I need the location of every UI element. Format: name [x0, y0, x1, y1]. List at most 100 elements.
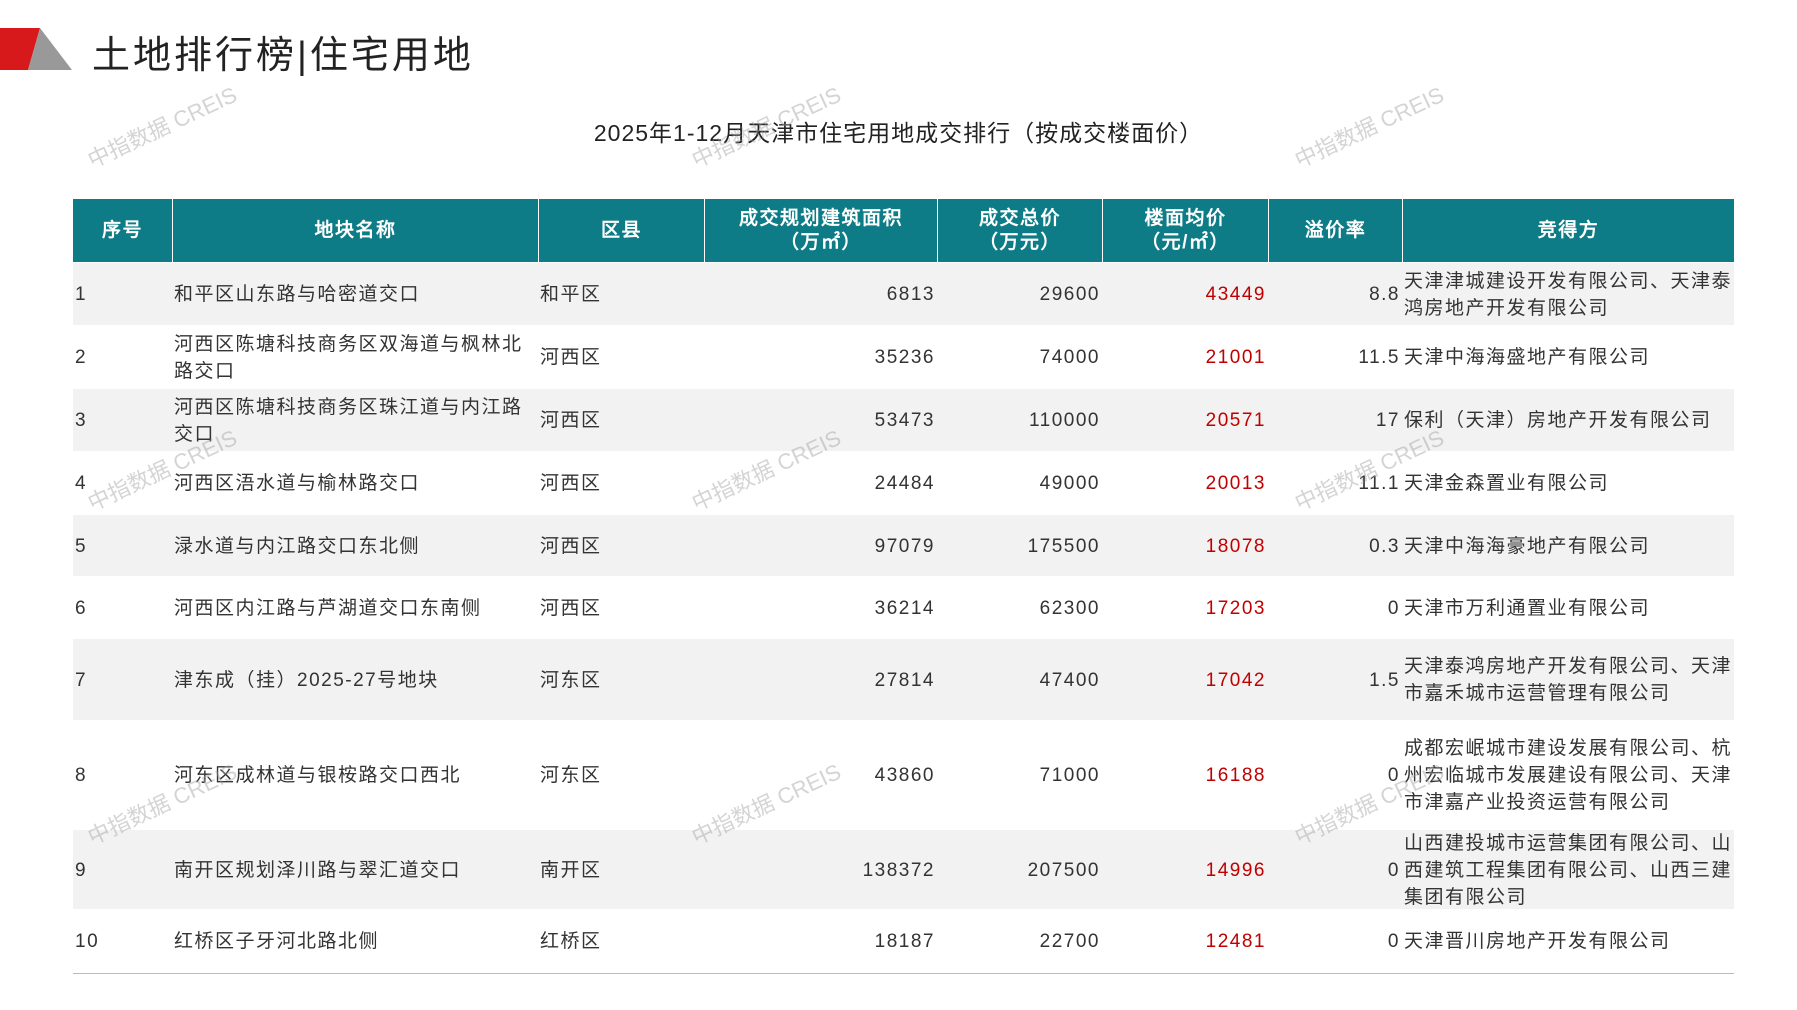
table-cell: 2 [75, 347, 88, 368]
table-cell: 河西区 [540, 535, 602, 557]
table-cell: 1.5 [1369, 669, 1400, 691]
column-header: 成交规划建筑面积 （万㎡） [704, 199, 937, 262]
table-cell: 红桥区子牙河北路北侧 [174, 931, 380, 952]
table-cell: 62300 [1039, 597, 1100, 619]
table-cell: 河西区 [540, 410, 602, 431]
row-bg [73, 910, 1734, 972]
table-cell: 3 [75, 410, 88, 431]
table-cell: 9 [75, 859, 88, 881]
table-cell: 53473 [874, 410, 935, 431]
table-cell: 47400 [1039, 669, 1100, 691]
table-cell: 97079 [874, 535, 935, 557]
table-cell: 红桥区 [540, 931, 602, 952]
table-cell: 24484 [874, 473, 935, 494]
table-cell: 17203 [1205, 597, 1266, 619]
table-cell: 17042 [1205, 669, 1266, 691]
table-cell: 河西区陈塘科技商务区珠江道与内江路交口 [174, 396, 523, 445]
row-bg [73, 326, 1734, 388]
table-cell: 207500 [1027, 859, 1100, 881]
row-bg [73, 452, 1734, 514]
table-cell: 8 [75, 765, 88, 786]
table-cell: 16188 [1205, 765, 1266, 786]
table-cell: 天津晋川房地产开发有限公司 [1404, 931, 1671, 952]
table-cell: 138372 [862, 859, 935, 881]
table-bottom-rule [73, 973, 1734, 974]
table-cell: 43860 [874, 765, 935, 786]
column-header: 成交总价 （万元） [937, 199, 1102, 262]
table-cell: 8.8 [1369, 284, 1400, 305]
table-cell: 71000 [1039, 765, 1100, 786]
table-title: 2025年1-12月天津市住宅用地成交排行（按成交楼面价） [593, 120, 1204, 146]
table-cell: 河西区 [540, 473, 602, 494]
table-cell: 4 [75, 473, 88, 494]
table-cell: 43449 [1205, 284, 1266, 305]
row-bg [73, 577, 1734, 638]
row-bg [73, 515, 1734, 576]
logo [0, 28, 72, 70]
table-cell: 天津中海海盛地产有限公司 [1404, 347, 1651, 368]
table-cell: 11.1 [1358, 473, 1400, 494]
column-header: 竞得方 [1402, 199, 1734, 262]
table-cell: 175500 [1027, 535, 1100, 557]
row-bg [73, 389, 1734, 451]
table-cell: 和平区 [540, 284, 602, 305]
row-bg [73, 639, 1734, 720]
table-cell: 天津中海海豪地产有限公司 [1404, 535, 1651, 557]
column-header: 区县 [538, 199, 704, 262]
table-cell: 29600 [1039, 284, 1100, 305]
table-cell: 5 [75, 535, 88, 557]
table-cell: 18187 [874, 931, 935, 952]
table-cell: 河西区内江路与芦湖道交口东南侧 [174, 597, 482, 619]
table-cell: 河西区 [540, 597, 602, 619]
table-cell: 天津津城建设开发有限公司、天津泰鸿房地产开发有限公司 [1404, 270, 1733, 319]
table-cell: 0 [1387, 597, 1400, 619]
table-cell: 河东区成林道与银桉路交口西北 [174, 765, 462, 786]
row-bg [73, 830, 1734, 909]
table-cell: 21001 [1205, 347, 1266, 368]
row-bg [73, 721, 1734, 829]
table-cell: 12481 [1205, 931, 1266, 952]
table-cell: 0 [1387, 931, 1400, 952]
table-cell: 山西建投城市运营集团有限公司、山西建筑工程集团有限公司、山西三建集团有限公司 [1404, 832, 1733, 908]
table-cell: 7 [75, 669, 88, 691]
table-cell: 天津金森置业有限公司 [1404, 473, 1610, 494]
table-cell: 天津泰鸿房地产开发有限公司、天津市嘉禾城市运营管理有限公司 [1404, 656, 1733, 704]
table-cell: 和平区山东路与哈密道交口 [174, 284, 421, 305]
table-cell: 渌水道与内江路交口东北侧 [174, 535, 421, 557]
table-cell: 14996 [1205, 859, 1266, 881]
table-cell: 74000 [1039, 347, 1100, 368]
table-cell: 22700 [1039, 931, 1100, 952]
column-header: 序号 [101, 219, 143, 241]
column-header: 溢价率 [1268, 199, 1402, 262]
table-cell: 保利（天津）房地产开发有限公司 [1404, 410, 1712, 431]
table-cell: 6813 [886, 284, 935, 305]
table-cell: 河东区 [540, 669, 602, 691]
header-bg [73, 199, 1734, 262]
page-title: 土地排行榜|住宅用地 [92, 35, 474, 77]
table-cell: 18078 [1205, 535, 1266, 557]
row-bg [73, 263, 1734, 325]
table-cell: 20013 [1205, 473, 1266, 494]
column-header: 楼面均价 （元/㎡） [1102, 199, 1268, 262]
table-cell: 11.5 [1358, 347, 1400, 368]
table-cell: 0.3 [1369, 535, 1400, 557]
table-cell: 津东成（挂）2025-27号地块 [174, 669, 439, 691]
table-cell: 0 [1387, 765, 1400, 786]
table-cell: 10 [75, 931, 100, 952]
table-cell: 110000 [1029, 410, 1100, 431]
table-cell: 南开区规划泽川路与翠汇道交口 [174, 859, 462, 881]
table-cell: 20571 [1205, 410, 1266, 431]
column-header: 地块名称 [172, 199, 538, 262]
table-cell: 南开区 [540, 859, 602, 881]
table-cell: 6 [75, 597, 88, 619]
table-cell: 0 [1387, 859, 1400, 881]
table-cell: 河西区浯水道与榆林路交口 [174, 473, 421, 494]
table-cell: 17 [1375, 410, 1400, 431]
table-cell: 1 [75, 284, 88, 305]
table-cell: 河西区 [540, 347, 602, 368]
table-cell: 35236 [874, 347, 935, 368]
table-cell: 27814 [874, 669, 935, 691]
table-cell: 天津市万利通置业有限公司 [1404, 597, 1651, 619]
table-cell: 49000 [1039, 473, 1100, 494]
